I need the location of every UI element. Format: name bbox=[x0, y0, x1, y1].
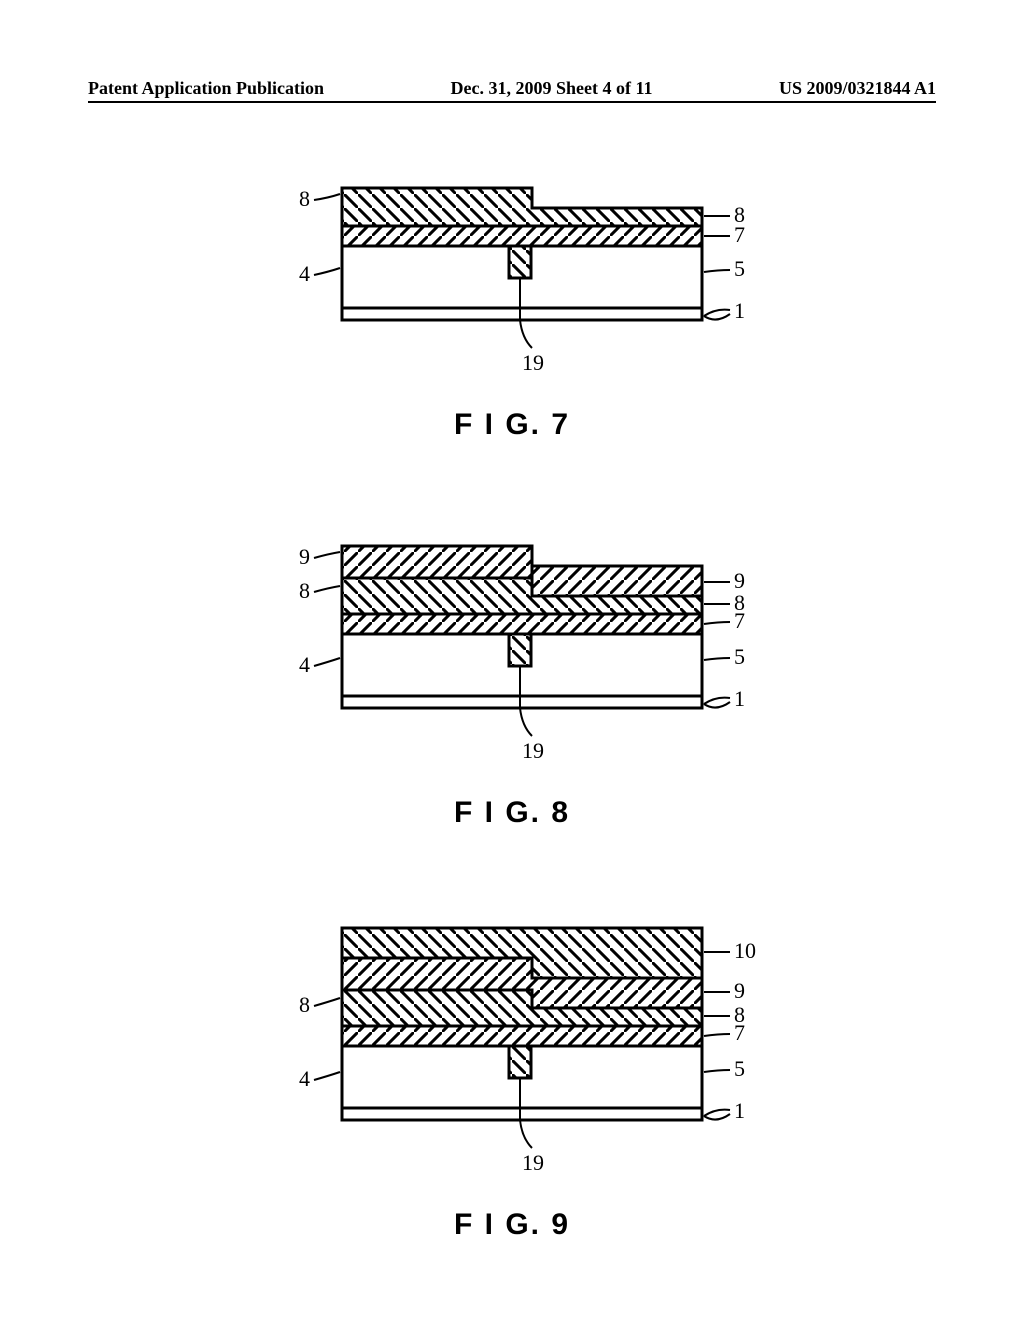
leader-4l bbox=[314, 1072, 340, 1080]
label-19: 19 bbox=[522, 350, 544, 375]
layer-7 bbox=[342, 1026, 702, 1046]
label-19: 19 bbox=[522, 1150, 544, 1175]
fig8-caption: F I G. 8 bbox=[0, 796, 1024, 830]
leader-7r bbox=[704, 1034, 730, 1036]
layer-7 bbox=[342, 226, 702, 246]
label-4-left: 4 bbox=[299, 261, 310, 286]
leader-8l bbox=[314, 998, 340, 1006]
leader-1r2 bbox=[704, 314, 730, 320]
label-4-left: 4 bbox=[299, 652, 310, 677]
label-5-right: 5 bbox=[734, 256, 745, 281]
label-7-right: 7 bbox=[734, 1020, 745, 1045]
figure-9: 8 4 10 9 8 7 5 1 19 F I G. 9 bbox=[0, 920, 1024, 1242]
leader-1r bbox=[704, 1110, 730, 1116]
figure-8: 9 8 4 9 8 7 5 1 19 F I G. 8 bbox=[0, 538, 1024, 830]
leader-5r bbox=[704, 1070, 730, 1072]
header-center: Dec. 31, 2009 Sheet 4 of 11 bbox=[451, 78, 653, 99]
leader-5r bbox=[704, 658, 730, 660]
leader-19 bbox=[520, 1120, 532, 1148]
leader-1r bbox=[704, 698, 730, 704]
label-4-left: 4 bbox=[299, 1066, 310, 1091]
plug-19 bbox=[509, 634, 531, 666]
leader-19 bbox=[520, 320, 532, 348]
leader-8l bbox=[314, 194, 340, 200]
layer-9-left bbox=[342, 546, 532, 578]
leader-19 bbox=[520, 708, 532, 736]
label-8-left: 8 bbox=[299, 578, 310, 603]
label-19: 19 bbox=[522, 738, 544, 763]
leader-1r bbox=[704, 310, 730, 316]
page-header: Patent Application Publication Dec. 31, … bbox=[0, 78, 1024, 103]
label-5-right: 5 bbox=[734, 644, 745, 669]
leader-4l bbox=[314, 268, 340, 275]
fig8-svg: 9 8 4 9 8 7 5 1 19 bbox=[232, 538, 792, 778]
leader-5r bbox=[704, 270, 730, 272]
header-right: US 2009/0321844 A1 bbox=[779, 78, 936, 99]
label-7-right: 7 bbox=[734, 222, 745, 247]
leader-7r bbox=[704, 622, 730, 624]
fig9-svg: 8 4 10 9 8 7 5 1 19 bbox=[232, 920, 792, 1190]
label-5-right: 5 bbox=[734, 1056, 745, 1081]
label-8-left: 8 bbox=[299, 186, 310, 211]
label-1-right: 1 bbox=[734, 686, 745, 711]
label-8-left: 8 bbox=[299, 992, 310, 1017]
label-10-right: 10 bbox=[734, 938, 756, 963]
header-left: Patent Application Publication bbox=[88, 78, 324, 99]
fig7-svg: 8 4 8 7 5 1 19 bbox=[232, 180, 792, 390]
label-9-right: 9 bbox=[734, 978, 745, 1003]
layer-7 bbox=[342, 614, 702, 634]
leader-1r2 bbox=[704, 1114, 730, 1120]
label-9-left: 9 bbox=[299, 544, 310, 569]
leader-1r2 bbox=[704, 702, 730, 708]
layer-9-right bbox=[532, 566, 702, 596]
plug-19 bbox=[509, 1046, 531, 1078]
figure-7: 8 4 8 7 5 1 19 F I G. 7 bbox=[0, 180, 1024, 442]
label-7-right: 7 bbox=[734, 608, 745, 633]
leader-8l bbox=[314, 586, 340, 592]
layer-8 bbox=[342, 188, 702, 226]
plug-19 bbox=[509, 246, 531, 278]
fig7-caption: F I G. 7 bbox=[0, 408, 1024, 442]
fig9-caption: F I G. 9 bbox=[0, 1208, 1024, 1242]
label-1-right: 1 bbox=[734, 1098, 745, 1123]
leader-9l bbox=[314, 552, 340, 558]
label-1-right: 1 bbox=[734, 298, 745, 323]
leader-4l bbox=[314, 658, 340, 666]
